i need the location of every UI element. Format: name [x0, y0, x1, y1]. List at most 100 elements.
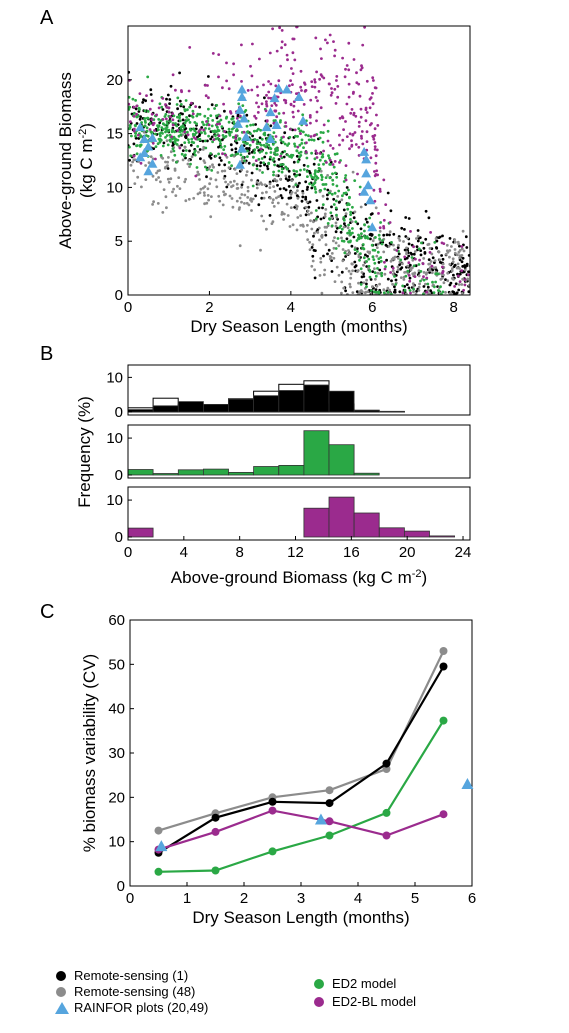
scatter-point [180, 89, 183, 92]
scatter-point [424, 282, 427, 286]
scatter-point [315, 151, 319, 155]
histogram-bar [378, 527, 405, 538]
scatter-point [318, 152, 322, 155]
scatter-point [158, 132, 162, 136]
scatter-point [449, 281, 453, 285]
scatter-point [163, 166, 167, 170]
scatter-point [315, 110, 319, 114]
scatter-point [355, 71, 358, 75]
legend-label: ED2 model [332, 976, 397, 991]
scatter-point [318, 77, 321, 81]
scatter-point [201, 120, 204, 124]
scatter-point [347, 203, 351, 207]
scatter-point [407, 254, 411, 258]
scatter-point [264, 109, 268, 113]
scatter-point [218, 114, 222, 118]
scatter-point [323, 268, 327, 272]
x-axis-label: Dry Season Length (months) [190, 317, 407, 336]
scatter-point [467, 254, 470, 257]
scatter-point [199, 187, 203, 191]
scatter-point [452, 273, 455, 277]
scatter-point [281, 163, 285, 166]
scatter-point [380, 242, 384, 246]
scatter-point [152, 200, 156, 204]
scatter-point [313, 276, 317, 280]
scatter-point [207, 127, 211, 131]
scatter-point [363, 26, 366, 29]
scatter-point [204, 94, 208, 98]
scatter-point [345, 203, 349, 207]
scatter-point [245, 201, 249, 205]
scatter-point [314, 170, 317, 174]
scatter-point [353, 260, 357, 264]
scatter-point [132, 127, 136, 131]
scatter-point [365, 265, 369, 268]
scatter-point [433, 259, 437, 262]
scatter-point [290, 153, 293, 157]
y-tick-label: 0 [115, 287, 123, 304]
scatter-point [372, 79, 375, 82]
scatter-point [364, 217, 368, 221]
scatter-point [344, 191, 348, 195]
scatter-point [309, 98, 313, 102]
scatter-point [262, 143, 266, 147]
scatter-point [434, 237, 438, 241]
scatter-point [357, 281, 360, 285]
scatter-point [354, 143, 358, 146]
scatter-point [374, 236, 377, 239]
scatter-point [310, 227, 314, 231]
scatter-point [348, 240, 352, 244]
scatter-point [271, 220, 275, 224]
scatter-point [358, 185, 362, 189]
legend-label: Remote-sensing (48) [74, 984, 196, 999]
scatter-point [297, 127, 301, 130]
scatter-point [128, 124, 132, 127]
scatter-point [213, 107, 217, 110]
scatter-point [203, 83, 207, 87]
scatter-point [276, 148, 279, 152]
scatter-point [416, 239, 420, 243]
scatter-point [211, 119, 215, 122]
histogram-bar [378, 410, 405, 413]
scatter-point [419, 279, 422, 283]
scatter-point [289, 79, 292, 82]
scatter-point [304, 180, 308, 184]
scatter-point [202, 128, 206, 132]
scatter-point [306, 209, 310, 213]
series-marker [382, 759, 391, 768]
scatter-point [290, 179, 294, 183]
scatter-point [224, 116, 228, 120]
scatter-point [227, 120, 231, 124]
scatter-point [362, 247, 366, 251]
scatter-point [284, 101, 288, 105]
scatter-point [333, 48, 337, 52]
scatter-point [342, 128, 345, 132]
scatter-point [276, 164, 280, 168]
scatter-point [329, 211, 333, 215]
scatter-point [356, 250, 359, 253]
scatter-point [347, 249, 350, 252]
scatter-point [257, 182, 261, 186]
scatter-point [240, 193, 244, 196]
scatter-point [134, 136, 138, 140]
scatter-point [218, 199, 222, 203]
scatter-point [178, 116, 181, 120]
scatter-point [323, 212, 327, 216]
scatter-point [456, 262, 460, 266]
scatter-point [218, 156, 222, 160]
scatter-point [344, 174, 348, 177]
rainfor-point [147, 132, 158, 142]
scatter-point [249, 197, 253, 201]
scatter-point [441, 270, 445, 273]
scatter-point [321, 203, 325, 207]
scatter-point [304, 195, 308, 199]
scatter-point [356, 247, 359, 251]
scatter-point [406, 264, 410, 268]
scatter-point [340, 291, 343, 295]
scatter-point [241, 104, 245, 107]
scatter-point [336, 95, 340, 99]
scatter-point [166, 164, 169, 168]
scatter-point [173, 140, 177, 144]
scatter-point [383, 267, 387, 271]
scatter-point [464, 235, 468, 239]
